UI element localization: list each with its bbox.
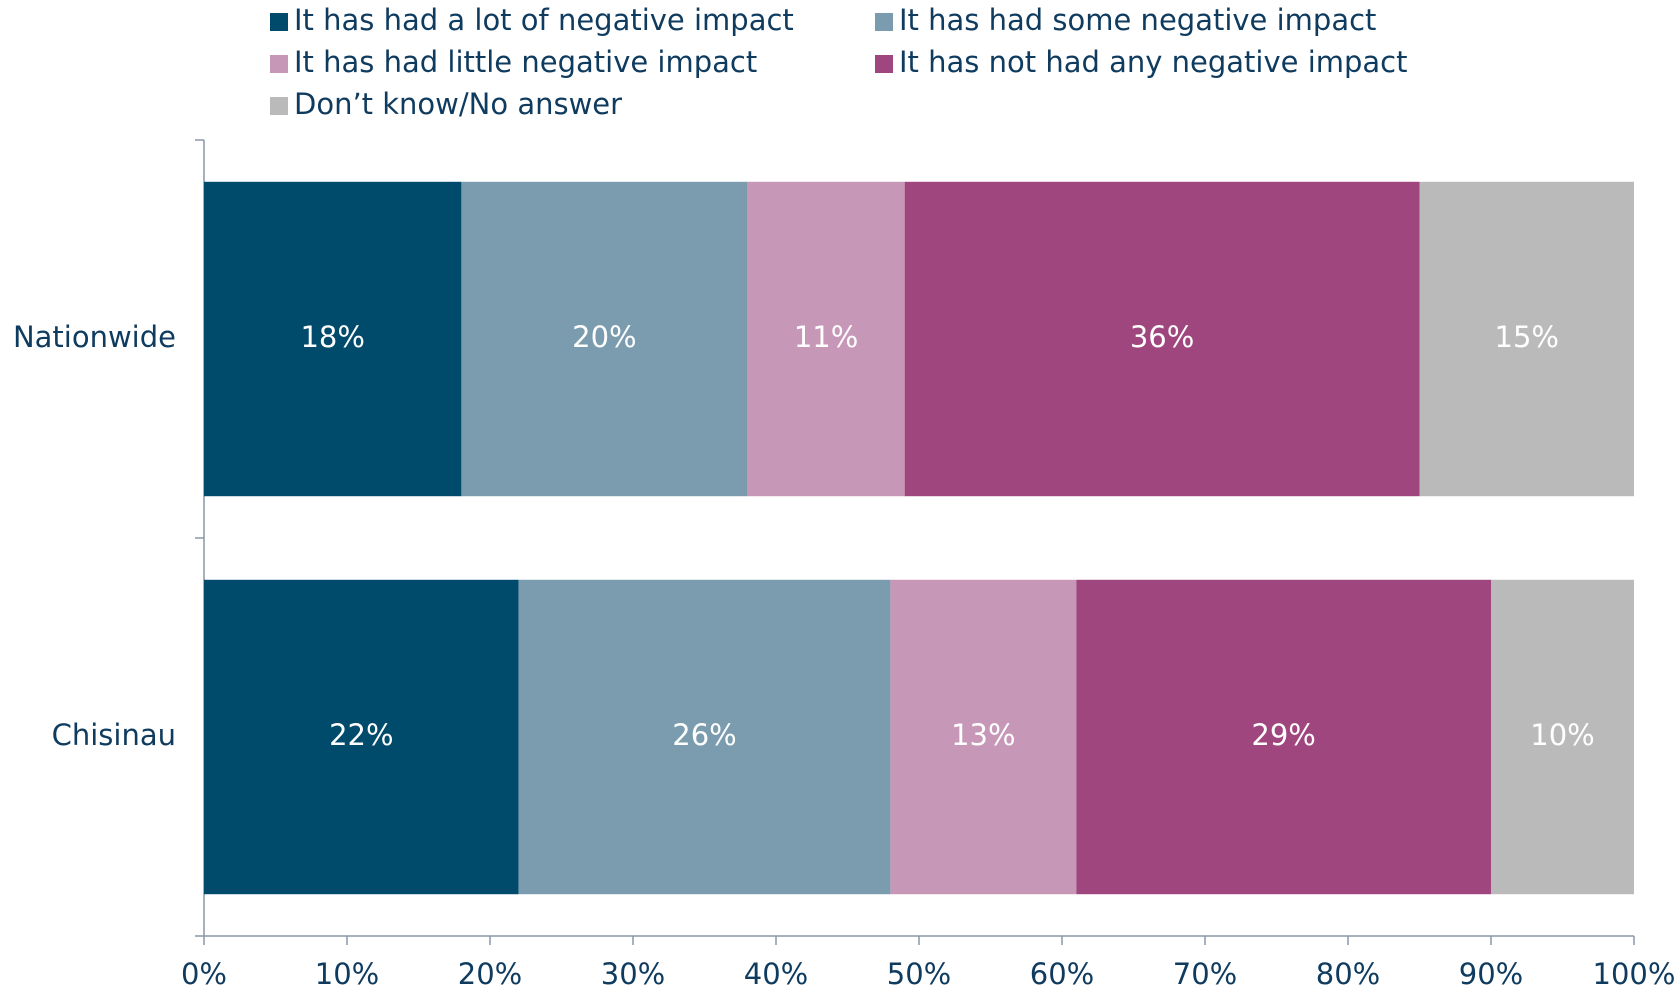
bar-segment — [461, 181, 748, 497]
x-tick-label: 100% — [1593, 957, 1675, 988]
bar-segment — [890, 579, 1077, 895]
x-tick-label: 40% — [744, 957, 808, 988]
category-label: Nationwide — [13, 320, 176, 354]
legend-swatch — [875, 13, 893, 31]
category-label: Chisinau — [52, 718, 176, 752]
legend-label: It has had little negative impact — [294, 45, 757, 79]
data-label: 15% — [1495, 320, 1559, 354]
legend-swatch — [270, 97, 288, 115]
legend-swatch — [270, 55, 288, 73]
x-tick-label: 80% — [1316, 957, 1380, 988]
x-tick-label: 10% — [315, 957, 379, 988]
bar-segment — [518, 579, 891, 895]
bar-segment — [747, 181, 905, 497]
bar-segment — [204, 181, 462, 497]
data-label: 18% — [300, 320, 364, 354]
bar-segment — [904, 181, 1420, 497]
bar-segment — [204, 579, 519, 895]
data-label: 13% — [951, 718, 1015, 752]
x-tick-label: 20% — [458, 957, 522, 988]
legend-label: It has had some negative impact — [899, 3, 1376, 37]
data-label: 26% — [672, 718, 736, 752]
bar-segment — [1491, 579, 1634, 895]
bar-segment — [1076, 579, 1491, 895]
x-tick-label: 60% — [1030, 957, 1094, 988]
data-label: 11% — [794, 320, 858, 354]
x-tick-label: 50% — [887, 957, 951, 988]
data-label: 29% — [1251, 718, 1315, 752]
data-label: 10% — [1530, 718, 1594, 752]
x-tick-label: 70% — [1173, 957, 1237, 988]
legend-label: It has not had any negative impact — [899, 45, 1408, 79]
x-tick-label: 90% — [1459, 957, 1523, 988]
legend-swatch — [270, 13, 288, 31]
x-tick-label: 0% — [181, 957, 227, 988]
data-label: 20% — [572, 320, 636, 354]
data-label: 36% — [1130, 320, 1194, 354]
legend-label: Don’t know/No answer — [294, 87, 622, 121]
legend-swatch — [875, 55, 893, 73]
x-tick-label: 30% — [601, 957, 665, 988]
legend-label: It has had a lot of negative impact — [294, 3, 794, 37]
bar-segment — [1419, 181, 1634, 497]
data-label: 22% — [329, 718, 393, 752]
